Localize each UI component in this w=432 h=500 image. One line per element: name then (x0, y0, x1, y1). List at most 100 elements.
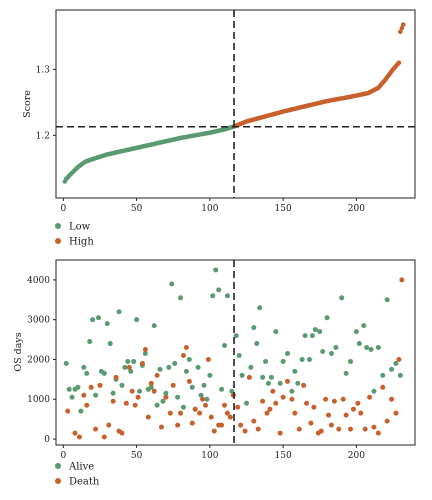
alive-point (309, 333, 315, 339)
high-risk-point (399, 25, 405, 31)
os-y-axis-title: OS days (13, 332, 24, 371)
alive-point (166, 364, 172, 370)
alive-point (125, 358, 131, 364)
alive-point (122, 364, 128, 370)
alive-point (137, 388, 143, 394)
alive-point (224, 293, 230, 299)
alive-point (69, 394, 75, 400)
score-plot-frame (55, 9, 416, 199)
os-points (63, 267, 405, 440)
death-point (197, 410, 203, 416)
death-point (148, 380, 154, 386)
score-x-tick-label: 150 (275, 204, 292, 214)
death-point (119, 430, 125, 436)
alive-point (157, 366, 163, 372)
alive-point (317, 329, 323, 335)
death-point (175, 422, 181, 428)
death-point (251, 418, 257, 424)
alive-point (148, 384, 154, 390)
alive-point (339, 295, 345, 301)
death-point (222, 402, 228, 408)
death-point (277, 430, 283, 436)
death-point (180, 352, 186, 358)
death-point (280, 394, 286, 400)
alive-point (66, 386, 72, 392)
death-point (367, 394, 373, 400)
alive-point (87, 339, 93, 345)
alive-point (306, 356, 312, 362)
death-point (219, 422, 225, 428)
death-point (142, 347, 148, 353)
survival-status-panel: 0 50 100 150 200 0 1000 2000 3000 4000 OS days A… (13, 259, 416, 488)
alive-point (260, 374, 266, 380)
death-point (323, 396, 329, 402)
alive-point (219, 386, 225, 392)
death-point (318, 428, 324, 434)
risk-group-legend: Low High (55, 222, 94, 248)
death-point (227, 414, 233, 420)
death-point (331, 398, 337, 404)
alive-point (295, 380, 301, 386)
death-point (308, 420, 314, 426)
death-point (208, 414, 214, 420)
alive-point (131, 358, 137, 364)
alive-point (204, 396, 210, 402)
alive-point (213, 267, 219, 273)
death-point (113, 374, 119, 380)
os-plot-frame (55, 259, 416, 446)
death-point (126, 364, 132, 370)
alive-point (81, 364, 87, 370)
alive-point (160, 398, 166, 404)
alive-point (302, 333, 308, 339)
alive-point (380, 372, 386, 378)
alive-point (169, 281, 175, 287)
death-point (205, 356, 211, 362)
death-point (151, 388, 157, 394)
death-point (159, 424, 165, 430)
high-risk-point (396, 60, 402, 66)
alive-point (233, 333, 239, 339)
alive-point (189, 384, 195, 390)
alive-point (273, 329, 279, 335)
death-point (135, 394, 141, 400)
score-y-axis-title: Score (22, 90, 33, 118)
death-point (399, 277, 405, 283)
alive-point (222, 343, 228, 349)
alive-point (292, 368, 298, 374)
death-point (200, 396, 206, 402)
score-x-tick-label: 50 (131, 204, 143, 214)
alive-point (289, 388, 295, 394)
alive-point (95, 315, 101, 321)
death-point (304, 400, 310, 406)
death-point (106, 422, 112, 428)
alive-point (178, 295, 184, 301)
death-point (260, 398, 266, 404)
death-point (65, 408, 71, 414)
alive-point (229, 388, 235, 394)
death-point (289, 396, 295, 402)
alive-point (384, 297, 390, 303)
score-x-tick-label: 0 (60, 204, 66, 214)
legend-alive-label: Alive (68, 462, 94, 473)
death-point (380, 384, 386, 390)
death-point (255, 426, 261, 432)
death-point (328, 422, 334, 428)
alive-point (183, 368, 189, 374)
death-point (167, 410, 173, 416)
alive-point (268, 374, 274, 380)
death-point (163, 394, 169, 400)
alive-point (172, 360, 178, 366)
alive-point (236, 352, 242, 358)
death-point (292, 410, 298, 416)
alive-point (243, 400, 249, 406)
alive-point (104, 321, 110, 327)
alive-point (348, 358, 354, 364)
high-risk-point (400, 22, 406, 27)
alive-point (180, 404, 186, 410)
death-point (350, 406, 356, 412)
alive-point (343, 370, 349, 376)
death-point (358, 410, 364, 416)
alive-point (151, 323, 157, 329)
alive-point (198, 392, 204, 398)
alive-point (201, 382, 207, 388)
